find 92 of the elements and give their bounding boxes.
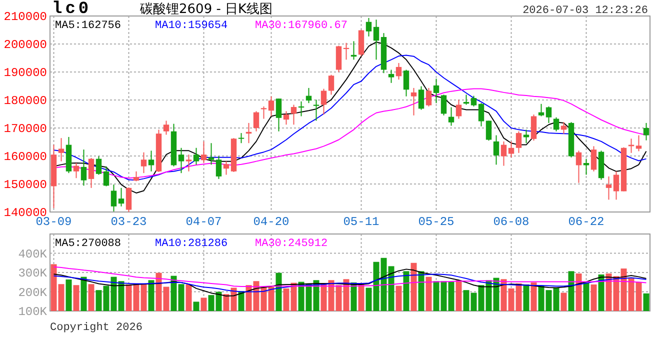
candlestick	[590, 146, 597, 172]
candlestick	[433, 78, 440, 104]
chart-title: 碳酸锂2609 - 日K线图	[139, 2, 273, 17]
candlestick	[546, 106, 552, 124]
x-tick-label: 06-08	[493, 215, 530, 229]
candlestick	[636, 134, 642, 152]
x-tick-label: 03-23	[110, 215, 147, 229]
candlestick	[576, 150, 582, 184]
line-series	[53, 268, 647, 297]
candlestick	[508, 140, 514, 158]
candlestick	[208, 142, 214, 166]
candlestick	[553, 116, 560, 132]
candlestick	[493, 134, 500, 166]
candlestick	[133, 170, 140, 182]
candlestick	[426, 87, 432, 107]
candlestick	[140, 152, 147, 174]
x-tick-label: 04-07	[186, 215, 222, 229]
candlestick	[163, 120, 170, 136]
candlestick	[178, 147, 184, 174]
candlestick	[366, 17, 372, 37]
candlestick	[306, 87, 312, 104]
y-tick-label: 100K	[18, 305, 48, 319]
candlestick	[328, 74, 334, 96]
candlestick	[373, 19, 380, 60]
annotation: 2026-07-03 12:23:26	[522, 5, 648, 17]
candlestick	[118, 187, 124, 207]
y-tick-label: 180000	[4, 94, 47, 108]
candlestick	[538, 103, 544, 117]
text: MA10:159654	[155, 20, 228, 32]
text: MA5:162756	[55, 20, 122, 32]
candlestick	[606, 176, 612, 200]
candlestick	[418, 86, 424, 110]
candlestick	[193, 147, 200, 166]
candlestick	[80, 149, 87, 186]
candlestick	[410, 87, 417, 116]
candlestick	[103, 166, 110, 187]
y-tick-label: 400K	[18, 247, 48, 262]
candlestick	[448, 106, 454, 126]
text: Copyright 2026	[50, 322, 142, 334]
candlestick	[110, 184, 117, 212]
candlestick	[470, 95, 477, 107]
candlestick	[396, 62, 402, 80]
y-tick-label: 210000	[4, 10, 47, 24]
candlestick	[388, 69, 394, 84]
candlestick	[320, 88, 327, 116]
text: MA10:281286	[155, 238, 228, 250]
y-tick-label: 300K	[18, 266, 48, 280]
text: MA30:167960.67	[255, 20, 348, 32]
candlestick	[200, 140, 207, 164]
candlestick	[516, 130, 522, 154]
y-tick-label: 200000	[4, 38, 47, 52]
candlestick	[643, 122, 650, 141]
text: MA5:270088	[55, 238, 122, 250]
line-series	[53, 54, 647, 181]
candlestick	[403, 69, 410, 97]
candlestick	[186, 154, 192, 172]
candlestick	[126, 186, 132, 212]
candlestick	[523, 129, 530, 144]
candlestick	[276, 98, 282, 132]
candlestick	[486, 120, 492, 142]
y-tick-label: 160000	[4, 150, 47, 164]
candlestick	[58, 138, 64, 162]
candlestick	[613, 170, 620, 200]
candlestick	[148, 150, 154, 172]
candlestick	[253, 110, 260, 132]
y-tick-label: 200K	[18, 286, 48, 300]
candlestick	[268, 96, 274, 117]
candlestick	[530, 114, 537, 142]
y-tick-label: 190000	[4, 66, 47, 80]
line-series	[53, 274, 647, 292]
candlestick	[283, 110, 290, 126]
candlestick	[216, 156, 222, 180]
text: MA30:245912	[255, 238, 328, 250]
candlestick	[88, 157, 94, 188]
candlestick	[500, 140, 507, 166]
candlestick	[440, 94, 447, 116]
candlestick	[223, 160, 230, 176]
candlestick	[290, 104, 297, 126]
candlestick	[96, 156, 102, 176]
candlestick	[336, 45, 342, 72]
line-series	[53, 266, 647, 288]
candlestick	[478, 102, 484, 127]
chart-subtitle: lc0	[52, 0, 92, 19]
candlestick	[238, 132, 244, 144]
candlestick	[456, 99, 462, 120]
x-tick-label: 05-11	[343, 215, 380, 229]
candlestick	[73, 162, 80, 179]
y-tick-label: 150000	[4, 178, 47, 192]
x-tick-label: 06-22	[568, 215, 604, 229]
x-tick-label: 04-20	[253, 215, 290, 229]
y-tick-label: 170000	[4, 122, 47, 136]
x-tick-label: 05-25	[418, 215, 454, 229]
